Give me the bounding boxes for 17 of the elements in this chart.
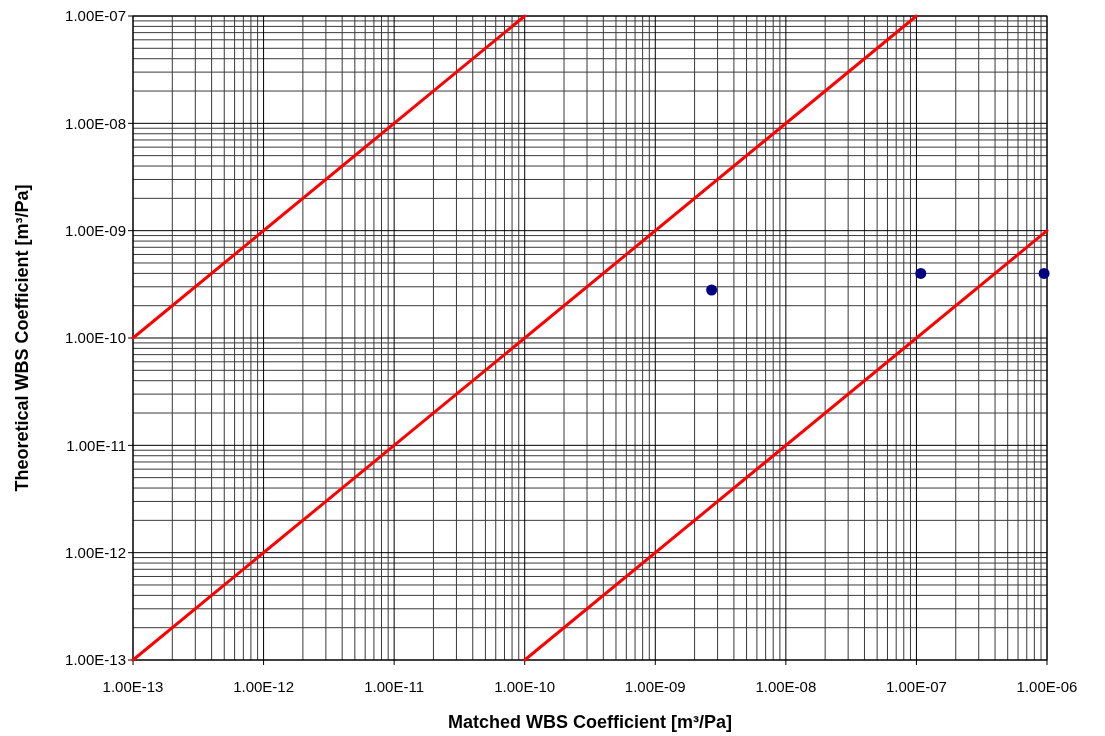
x-tick-label: 1.00E-08 bbox=[755, 678, 817, 695]
x-tick-label: 1.00E-06 bbox=[1016, 678, 1078, 695]
y-tick-label: 1.00E-12 bbox=[65, 543, 126, 561]
x-axis-title: Matched WBS Coefficient [m³/Pa] bbox=[447, 712, 733, 732]
x-tick-label: 1.00E-12 bbox=[233, 678, 295, 695]
y-tick-label: 1.00E-09 bbox=[65, 221, 126, 239]
x-tick-label: 1.00E-09 bbox=[624, 678, 686, 695]
y-axis-title: Theoretical WBS Coefficient [m³/Pa] bbox=[12, 184, 32, 492]
y-tick-label: 1.00E-13 bbox=[65, 651, 126, 669]
y-tick-label: 1.00E-08 bbox=[65, 114, 126, 132]
y-tick-label: 1.00E-07 bbox=[65, 7, 126, 25]
y-tick-label: 1.00E-11 bbox=[66, 436, 126, 454]
x-tick-label: 1.00E-07 bbox=[885, 678, 947, 695]
x-tick-label: 1.00E-10 bbox=[494, 678, 556, 695]
x-tick-label: 1.00E-13 bbox=[102, 678, 164, 695]
y-tick-label: 1.00E-10 bbox=[65, 329, 126, 347]
x-tick-label: 1.00E-11 bbox=[364, 678, 425, 695]
